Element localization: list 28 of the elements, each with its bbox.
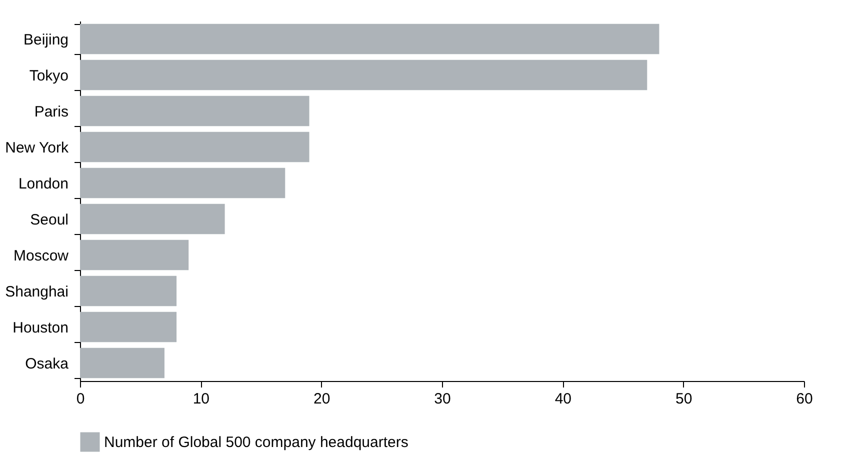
bar — [80, 132, 310, 162]
y-tick-label: Beijing — [23, 32, 68, 48]
y-tick-label: Houston — [12, 320, 68, 336]
x-tick-label: 20 — [313, 390, 330, 408]
bar — [80, 24, 660, 54]
bar — [80, 60, 648, 90]
y-tick-label: Tokyo — [29, 68, 68, 84]
x-tick-label: 50 — [675, 390, 692, 408]
y-tick-label: Seoul — [30, 212, 68, 228]
bar — [80, 312, 177, 342]
x-tick-label: 60 — [796, 390, 813, 408]
bar — [80, 96, 310, 126]
x-tick-label: 10 — [192, 390, 210, 408]
x-tick-label: 30 — [434, 390, 451, 408]
legend-label: Number of Global 500 company headquarters — [104, 434, 408, 451]
bar — [80, 204, 225, 234]
bar — [80, 276, 177, 306]
x-tick-label: 0 — [76, 390, 85, 408]
y-tick-label: New York — [5, 140, 69, 156]
x-tick-label: 40 — [554, 390, 572, 408]
bar — [80, 168, 286, 198]
y-tick-label: London — [18, 176, 68, 192]
bar — [80, 240, 189, 270]
y-tick-label: Shanghai — [5, 284, 68, 300]
bar — [80, 348, 164, 378]
y-tick-label: Osaka — [25, 356, 70, 372]
y-tick-label: Paris — [34, 104, 68, 120]
y-tick-label: Moscow — [13, 248, 69, 264]
